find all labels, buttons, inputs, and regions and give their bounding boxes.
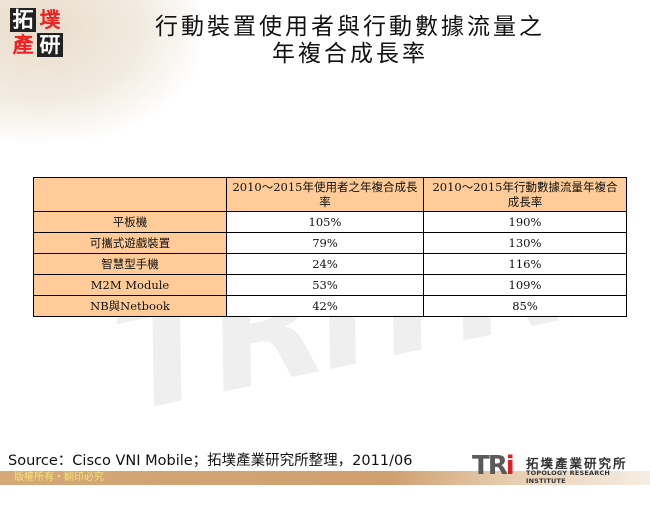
copyright-text: 版權所有・翻印必究 [14, 472, 104, 483]
brand-name-cn: 拓墣產業研究所 [526, 456, 628, 471]
traffic-cagr-value: 130% [423, 232, 627, 254]
row-label: 平板機 [33, 211, 227, 233]
table-row: NB與Netbook 42% 85% [33, 295, 627, 317]
header-empty-cell [33, 177, 227, 212]
title-line-1: 行動裝置使用者與行動數據流量之 [155, 14, 545, 40]
table-row: 可攜式遊戲裝置 79% 130% [33, 232, 627, 254]
tri-corner-logo: 拓 墣 產 研 [10, 8, 66, 57]
table-row: 智慧型手機 24% 116% [33, 253, 627, 275]
traffic-cagr-value: 116% [423, 253, 627, 275]
logo-char: 研 [37, 33, 63, 57]
source-note: Source：Cisco VNI Mobile；拓墣產業研究所整理，2011/0… [8, 453, 413, 469]
row-label: NB與Netbook [33, 295, 227, 317]
users-cagr-value: 105% [226, 211, 424, 233]
users-cagr-value: 53% [226, 274, 424, 296]
brand-name-en: TOPOLOGY RESEARCH INSTITUTE [526, 469, 611, 485]
header-users-cagr: 2010～2015年使用者之年複合成長率 [226, 177, 424, 212]
header-traffic-cagr: 2010～2015年行動數據流量年複合成長率 [423, 177, 627, 212]
table-header-row: 2010～2015年使用者之年複合成長率 2010～2015年行動數據流量年複合… [33, 177, 627, 212]
tri-mark-icon: TRi [472, 451, 515, 481]
logo-char: 拓 [10, 8, 36, 32]
row-label: M2M Module [33, 274, 227, 296]
row-label: 智慧型手機 [33, 253, 227, 275]
traffic-cagr-value: 109% [423, 274, 627, 296]
logo-char: 墣 [39, 8, 61, 32]
traffic-cagr-value: 190% [423, 211, 627, 233]
row-label: 可攜式遊戲裝置 [33, 232, 227, 254]
cagr-table: 2010～2015年使用者之年複合成長率 2010～2015年行動數據流量年複合… [33, 177, 627, 317]
table-row: 平板機 105% 190% [33, 211, 627, 233]
users-cagr-value: 24% [226, 253, 424, 275]
traffic-cagr-value: 85% [423, 295, 627, 317]
footer-bar: 版權所有・翻印必究 [0, 471, 650, 485]
title-line-2: 年複合成長率 [272, 41, 428, 67]
users-cagr-value: 79% [226, 232, 424, 254]
tri-brand-logo: TRi 拓墣產業研究所 TOPOLOGY RESEARCH INSTITUTE [472, 451, 647, 485]
users-cagr-value: 42% [226, 295, 424, 317]
table-row: M2M Module 53% 109% [33, 274, 627, 296]
slide-title: 行動裝置使用者與行動數據流量之 年複合成長率 [120, 14, 580, 68]
logo-char: 產 [12, 33, 34, 57]
